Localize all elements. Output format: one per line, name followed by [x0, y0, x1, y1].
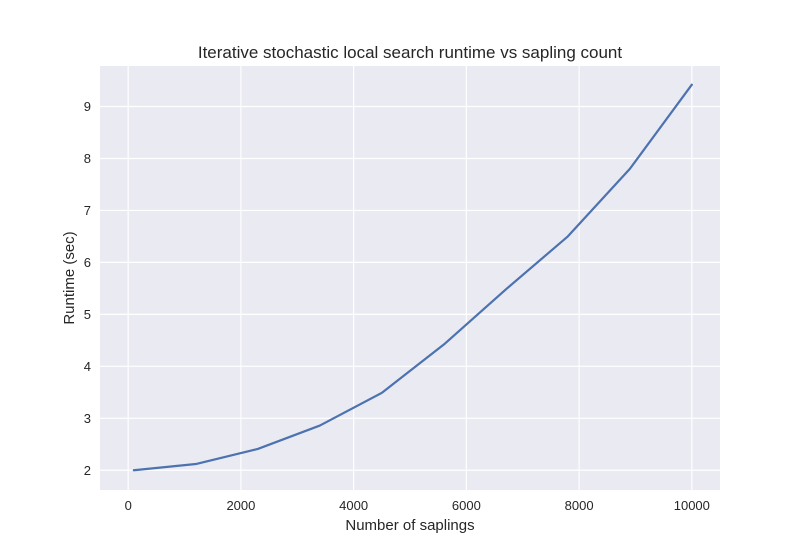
y-tick-label: 2 — [84, 463, 91, 478]
chart-title: Iterative stochastic local search runtim… — [198, 43, 623, 62]
y-tick-labels: 2 3 4 5 6 7 8 9 — [84, 99, 91, 478]
y-tick-label: 8 — [84, 151, 91, 166]
x-tick-label: 8000 — [565, 498, 594, 513]
x-tick-label: 4000 — [339, 498, 368, 513]
grid — [100, 66, 720, 490]
y-tick-label: 4 — [84, 359, 91, 374]
y-tick-label: 3 — [84, 411, 91, 426]
y-tick-label: 7 — [84, 203, 91, 218]
y-tick-label: 5 — [84, 307, 91, 322]
x-tick-label: 10000 — [674, 498, 710, 513]
plot-background — [100, 66, 720, 490]
x-tick-label: 0 — [125, 498, 132, 513]
series-group — [132, 83, 693, 472]
x-tick-label: 2000 — [226, 498, 255, 513]
runtime-line — [132, 83, 693, 472]
y-axis-label: Runtime (sec) — [61, 231, 78, 324]
x-tick-labels: 0 2000 4000 6000 8000 10000 — [125, 498, 710, 513]
x-tick-label: 6000 — [452, 498, 481, 513]
y-tick-label: 9 — [84, 99, 91, 114]
y-tick-label: 6 — [84, 255, 91, 270]
x-axis-label: Number of saplings — [345, 517, 474, 534]
